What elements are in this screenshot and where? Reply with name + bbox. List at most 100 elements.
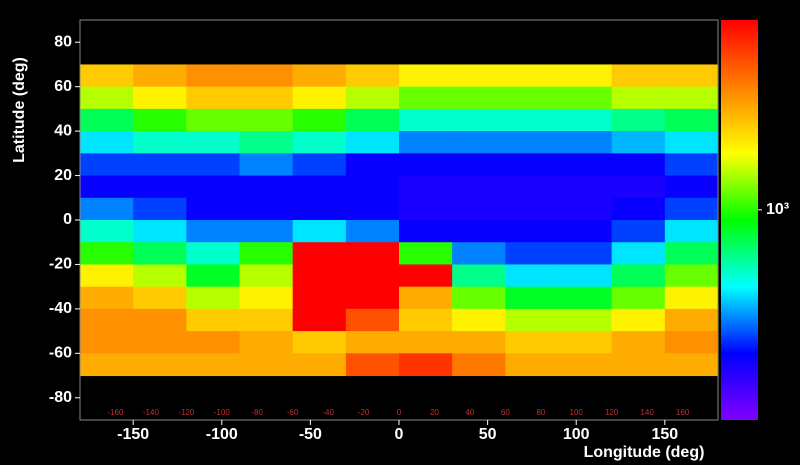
y-tick-label: 60 <box>54 78 72 95</box>
heat-cell <box>505 175 559 199</box>
heat-cell <box>239 153 294 177</box>
heat-cell <box>664 153 719 177</box>
x-tick-label: -50 <box>299 426 322 443</box>
heat-cell <box>452 64 506 88</box>
y-tick-label: 40 <box>54 122 72 139</box>
heat-cell <box>611 242 666 265</box>
heat-cell <box>664 64 719 88</box>
heat-cell <box>558 64 613 88</box>
heat-cell <box>186 108 240 132</box>
heat-cell <box>558 131 613 154</box>
heat-cell <box>505 308 559 332</box>
heat-cell <box>611 86 666 110</box>
heat-cell <box>186 308 240 332</box>
heat-cell <box>345 308 400 332</box>
heat-cell <box>133 131 187 154</box>
heat-cell <box>186 197 240 221</box>
heat-cell <box>186 86 240 110</box>
heat-cell <box>292 331 347 354</box>
minor-lon-label: -140 <box>143 408 160 417</box>
heat-cell <box>399 242 453 265</box>
minor-lon-label: -20 <box>358 408 370 417</box>
heat-cell <box>292 86 347 110</box>
heat-cell <box>186 131 240 154</box>
heat-cell <box>664 353 719 377</box>
heat-cell <box>664 220 719 243</box>
heat-cell <box>345 242 400 265</box>
minor-lon-label: 140 <box>640 408 654 417</box>
heat-cell <box>505 331 559 354</box>
heat-cell <box>292 264 347 288</box>
heat-cell <box>239 308 294 332</box>
heat-cell <box>292 175 347 199</box>
heat-cell <box>80 131 134 154</box>
heat-cell <box>80 153 134 177</box>
colorbar-tick-label: 10³ <box>766 201 789 218</box>
heat-cell <box>239 242 294 265</box>
heat-cell <box>505 286 559 310</box>
minor-lon-label: 80 <box>536 408 545 417</box>
heat-cell <box>452 131 506 154</box>
minor-lon-label: -160 <box>107 408 124 417</box>
heat-cell <box>558 264 613 288</box>
heat-cell <box>558 308 613 332</box>
heat-cell <box>664 86 719 110</box>
heat-cell <box>345 108 400 132</box>
minor-lon-label: -40 <box>322 408 334 417</box>
heat-cell <box>186 286 240 310</box>
heat-cell <box>399 353 453 377</box>
heat-cell <box>292 353 347 377</box>
heat-cell <box>664 308 719 332</box>
heat-cell <box>399 264 453 288</box>
heat-cell <box>399 220 453 243</box>
heat-cell <box>505 220 559 243</box>
heat-cell <box>239 197 294 221</box>
heat-cell <box>611 153 666 177</box>
heat-cell <box>505 131 559 154</box>
heat-cell <box>133 175 187 199</box>
y-tick-label: -80 <box>49 389 72 406</box>
heat-cell <box>80 220 134 243</box>
heat-cell <box>292 108 347 132</box>
heat-cell <box>186 353 240 377</box>
heat-cell <box>399 197 453 221</box>
heat-cell <box>664 331 719 354</box>
heat-cell <box>345 331 400 354</box>
heat-cell <box>399 86 453 110</box>
heat-cell <box>611 131 666 154</box>
y-tick-label: -20 <box>49 256 72 273</box>
minor-lon-label: -120 <box>178 408 195 417</box>
heat-cell <box>664 264 719 288</box>
minor-lon-label: -80 <box>251 408 263 417</box>
heat-cell <box>399 286 453 310</box>
heat-cell <box>186 64 240 88</box>
heat-cell <box>345 153 400 177</box>
heat-cell <box>558 353 613 377</box>
heat-cell <box>558 331 613 354</box>
heat-cell <box>292 197 347 221</box>
heat-cell <box>345 197 400 221</box>
heat-cell <box>558 153 613 177</box>
heat-cell <box>133 153 187 177</box>
heat-cell <box>611 264 666 288</box>
y-tick-label: 80 <box>54 33 72 50</box>
heat-cell <box>239 108 294 132</box>
heat-cell <box>664 108 719 132</box>
heat-cell <box>133 353 187 377</box>
heat-cell <box>505 353 559 377</box>
y-tick-label: -40 <box>49 300 72 317</box>
heat-cell <box>505 108 559 132</box>
minor-lon-label: 60 <box>501 408 510 417</box>
heat-cell <box>558 86 613 110</box>
heat-cell <box>452 86 506 110</box>
heat-cell <box>664 131 719 154</box>
heat-cell <box>133 308 187 332</box>
heat-cell <box>611 108 666 132</box>
heat-cell <box>186 264 240 288</box>
y-tick-label: -60 <box>49 345 72 362</box>
minor-lon-label: 40 <box>465 408 474 417</box>
heat-cell <box>664 242 719 265</box>
heat-cell <box>399 131 453 154</box>
heat-cell <box>452 331 506 354</box>
